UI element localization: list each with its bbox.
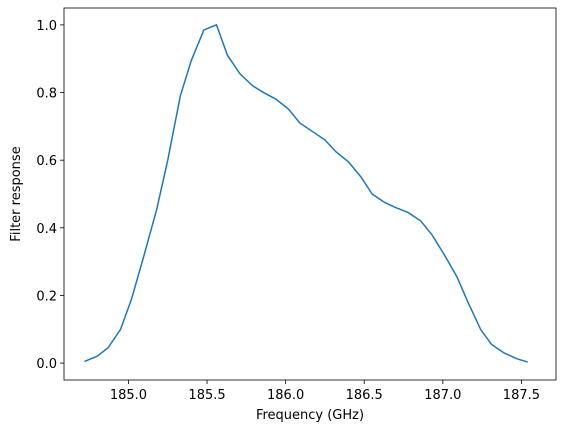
x-tick-label: 187.0 <box>424 388 461 403</box>
y-tick-label: 0.4 <box>36 222 57 237</box>
x-tick-label: 187.5 <box>503 388 540 403</box>
y-tick-label: 0.6 <box>36 154 57 169</box>
y-tick-label: 0.8 <box>36 87 57 102</box>
y-tick-label: 0.2 <box>36 289 57 304</box>
y-tick-label: 1.0 <box>36 19 57 34</box>
x-tick-label: 185.0 <box>110 388 147 403</box>
x-tick-label: 186.5 <box>346 388 383 403</box>
axes-frame <box>63 7 557 381</box>
x-axis-label: Frequency (GHz) <box>256 408 364 423</box>
y-axis-label: Filter response <box>9 146 24 241</box>
line-series <box>84 23 528 363</box>
x-tick-label: 186.0 <box>267 388 304 403</box>
x-tick-label: 185.5 <box>188 388 225 403</box>
y-tick-label: 0.0 <box>36 357 57 372</box>
